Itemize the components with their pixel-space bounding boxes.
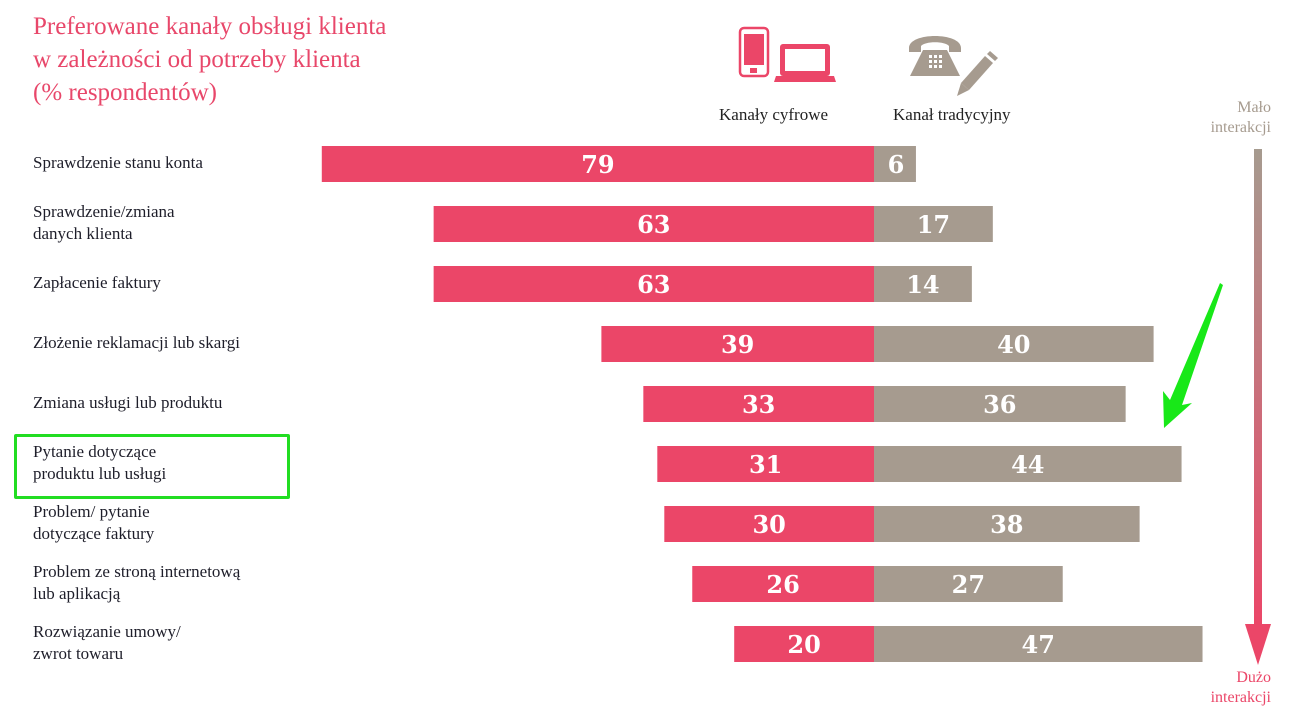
category-label-line: dotyczące faktury — [33, 524, 155, 543]
interaction-axis-line — [1254, 149, 1262, 625]
bar-traditional — [874, 566, 1063, 602]
bar-traditional — [874, 266, 972, 302]
bar-digital — [692, 566, 874, 602]
category-label: Zmiana usługi lub produktu — [33, 392, 222, 414]
bar-traditional — [874, 626, 1203, 662]
axis-label-low-interaction: Mało interakcji — [1211, 98, 1271, 138]
bar-digital — [664, 506, 874, 542]
bar-value-label-traditional: 47 — [1022, 630, 1055, 659]
bar-digital — [734, 626, 874, 662]
category-label-line: Złożenie reklamacji lub skargi — [33, 333, 240, 352]
chart-title-line: w zależności od potrzeby klienta — [33, 46, 361, 73]
axis-label-line: interakcji — [1210, 689, 1271, 706]
legend-digital-icons — [738, 26, 836, 82]
interaction-axis-arrow — [1245, 149, 1271, 665]
bar-value-label-traditional: 17 — [917, 210, 950, 239]
category-label: Problem/ pytanie dotyczące faktury — [33, 501, 154, 545]
bar-value-label-digital: 63 — [637, 210, 670, 239]
telephone-icon — [909, 36, 961, 76]
bar-value-label-digital: 30 — [752, 510, 785, 539]
bar-value-label-digital: 79 — [581, 150, 614, 179]
bar-digital — [657, 446, 874, 482]
legend-traditional-icons — [909, 36, 998, 96]
bar-value-label-traditional: 38 — [990, 510, 1023, 539]
bar-traditional — [874, 326, 1154, 362]
chart-title-line: Preferowane kanały obsługi klienta — [33, 13, 387, 40]
green-annotation-arrow — [1163, 283, 1223, 428]
chart-title: Preferowane kanały obsługi klienta w zal… — [33, 10, 386, 109]
category-label-line: zwrot towaru — [33, 644, 124, 663]
category-label: Rozwiązanie umowy/zwrot towaru — [33, 621, 181, 665]
bar-value-label-digital: 20 — [787, 630, 820, 659]
category-label-line: Sprawdzenie stanu konta — [33, 153, 203, 172]
axis-label-line: Dużo — [1236, 669, 1271, 686]
axis-label-line: interakcji — [1210, 119, 1271, 136]
category-label-line: Sprawdzenie/zmiana — [33, 202, 175, 221]
laptop-icon — [774, 44, 836, 82]
pencil-icon — [957, 51, 998, 96]
category-label-line: Zmiana usługi lub produktu — [33, 393, 223, 412]
axis-label-line: Mało — [1237, 99, 1271, 116]
bar-value-label-digital: 39 — [721, 330, 754, 359]
bar-value-label-traditional: 14 — [906, 270, 939, 299]
axis-label-high-interaction: Dużo interakcji — [1211, 668, 1271, 708]
chart-title-line: (% respondentów) — [33, 79, 217, 106]
bar-traditional — [874, 206, 993, 242]
category-label: Sprawdzenie stanu konta — [33, 152, 203, 174]
smartphone-icon — [738, 26, 770, 78]
bar-value-label-digital: 63 — [637, 270, 670, 299]
category-label: Zapłacenie faktury — [33, 272, 161, 294]
category-highlight-box — [14, 434, 290, 499]
bar-value-label-digital: 26 — [766, 570, 799, 599]
bar-traditional — [874, 446, 1182, 482]
category-label: Sprawdzenie/zmiana danych klienta — [33, 201, 175, 245]
bar-value-label-digital: 33 — [742, 390, 775, 419]
category-label-line: Zapłacenie faktury — [33, 273, 161, 292]
category-label-line: Rozwiązanie umowy/ — [33, 622, 181, 641]
legend-digital-label: Kanały cyfrowe — [719, 105, 829, 124]
bar-value-label-traditional: 27 — [952, 570, 985, 599]
bar-value-label-traditional: 44 — [1011, 450, 1044, 479]
category-label-line: Problem ze stroną internetową — [33, 562, 241, 581]
interaction-axis-arrowhead — [1245, 624, 1271, 665]
bar-digital — [433, 206, 874, 242]
category-label: Problem ze stroną internetową lub aplikac… — [33, 561, 240, 605]
bar-digital — [433, 266, 874, 302]
bar-digital — [601, 326, 874, 362]
category-label-line: lub aplikacją — [33, 584, 121, 603]
bar-digital — [321, 146, 874, 182]
bar-digital — [643, 386, 874, 422]
bar-traditional — [874, 146, 916, 182]
category-label-line: Pytanie dotyczące — [33, 442, 157, 461]
bar-value-label-digital: 31 — [749, 450, 782, 479]
category-label-line: produktu lub usługi — [33, 464, 167, 483]
bar-value-label-traditional: 6 — [888, 150, 905, 179]
category-label-line: Problem/ pytanie — [33, 502, 150, 521]
bar-value-label-traditional: 36 — [983, 390, 1016, 419]
legend-traditional-label: Kanał tradycyjny — [893, 105, 1011, 124]
category-label: Złożenie reklamacji lub skargi — [33, 332, 240, 354]
bar-traditional — [874, 386, 1126, 422]
bar-traditional — [874, 506, 1140, 542]
category-label: Pytanie dotyczące produktu lub usługi — [33, 441, 166, 485]
category-label-line: danych klienta — [33, 224, 133, 243]
bar-value-label-traditional: 40 — [997, 330, 1030, 359]
